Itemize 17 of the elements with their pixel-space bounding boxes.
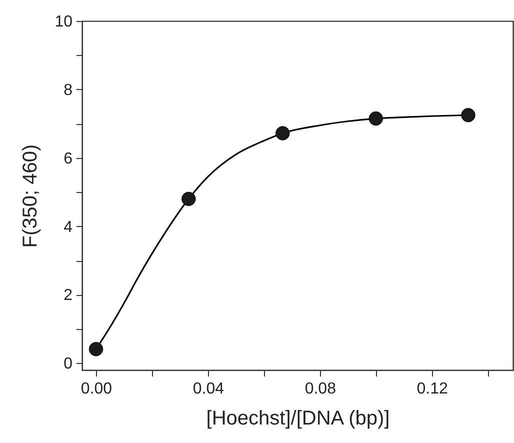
x-tick-label: 0.04 [192,380,224,398]
point [88,342,104,356]
y-tick-label: 10 [54,14,73,30]
x-tick-label: 0.08 [304,380,336,398]
point [461,108,476,122]
y-tick-label: 2 [64,287,73,304]
x-tick-label: 0.00 [80,380,112,398]
x-axis-title: [Hoechst]/[DNA (bp)] [206,408,390,430]
point [368,111,384,126]
y-axis-title: F(350; 460) [20,144,42,248]
y-tick-label: 4 [64,218,73,236]
x-tick-label: 0.12 [416,380,448,398]
point [276,126,290,140]
y-tick-label: 8 [64,82,73,99]
y-tick-label: 0 [64,356,73,373]
y-tick-label: 6 [64,150,73,168]
point [181,192,196,206]
